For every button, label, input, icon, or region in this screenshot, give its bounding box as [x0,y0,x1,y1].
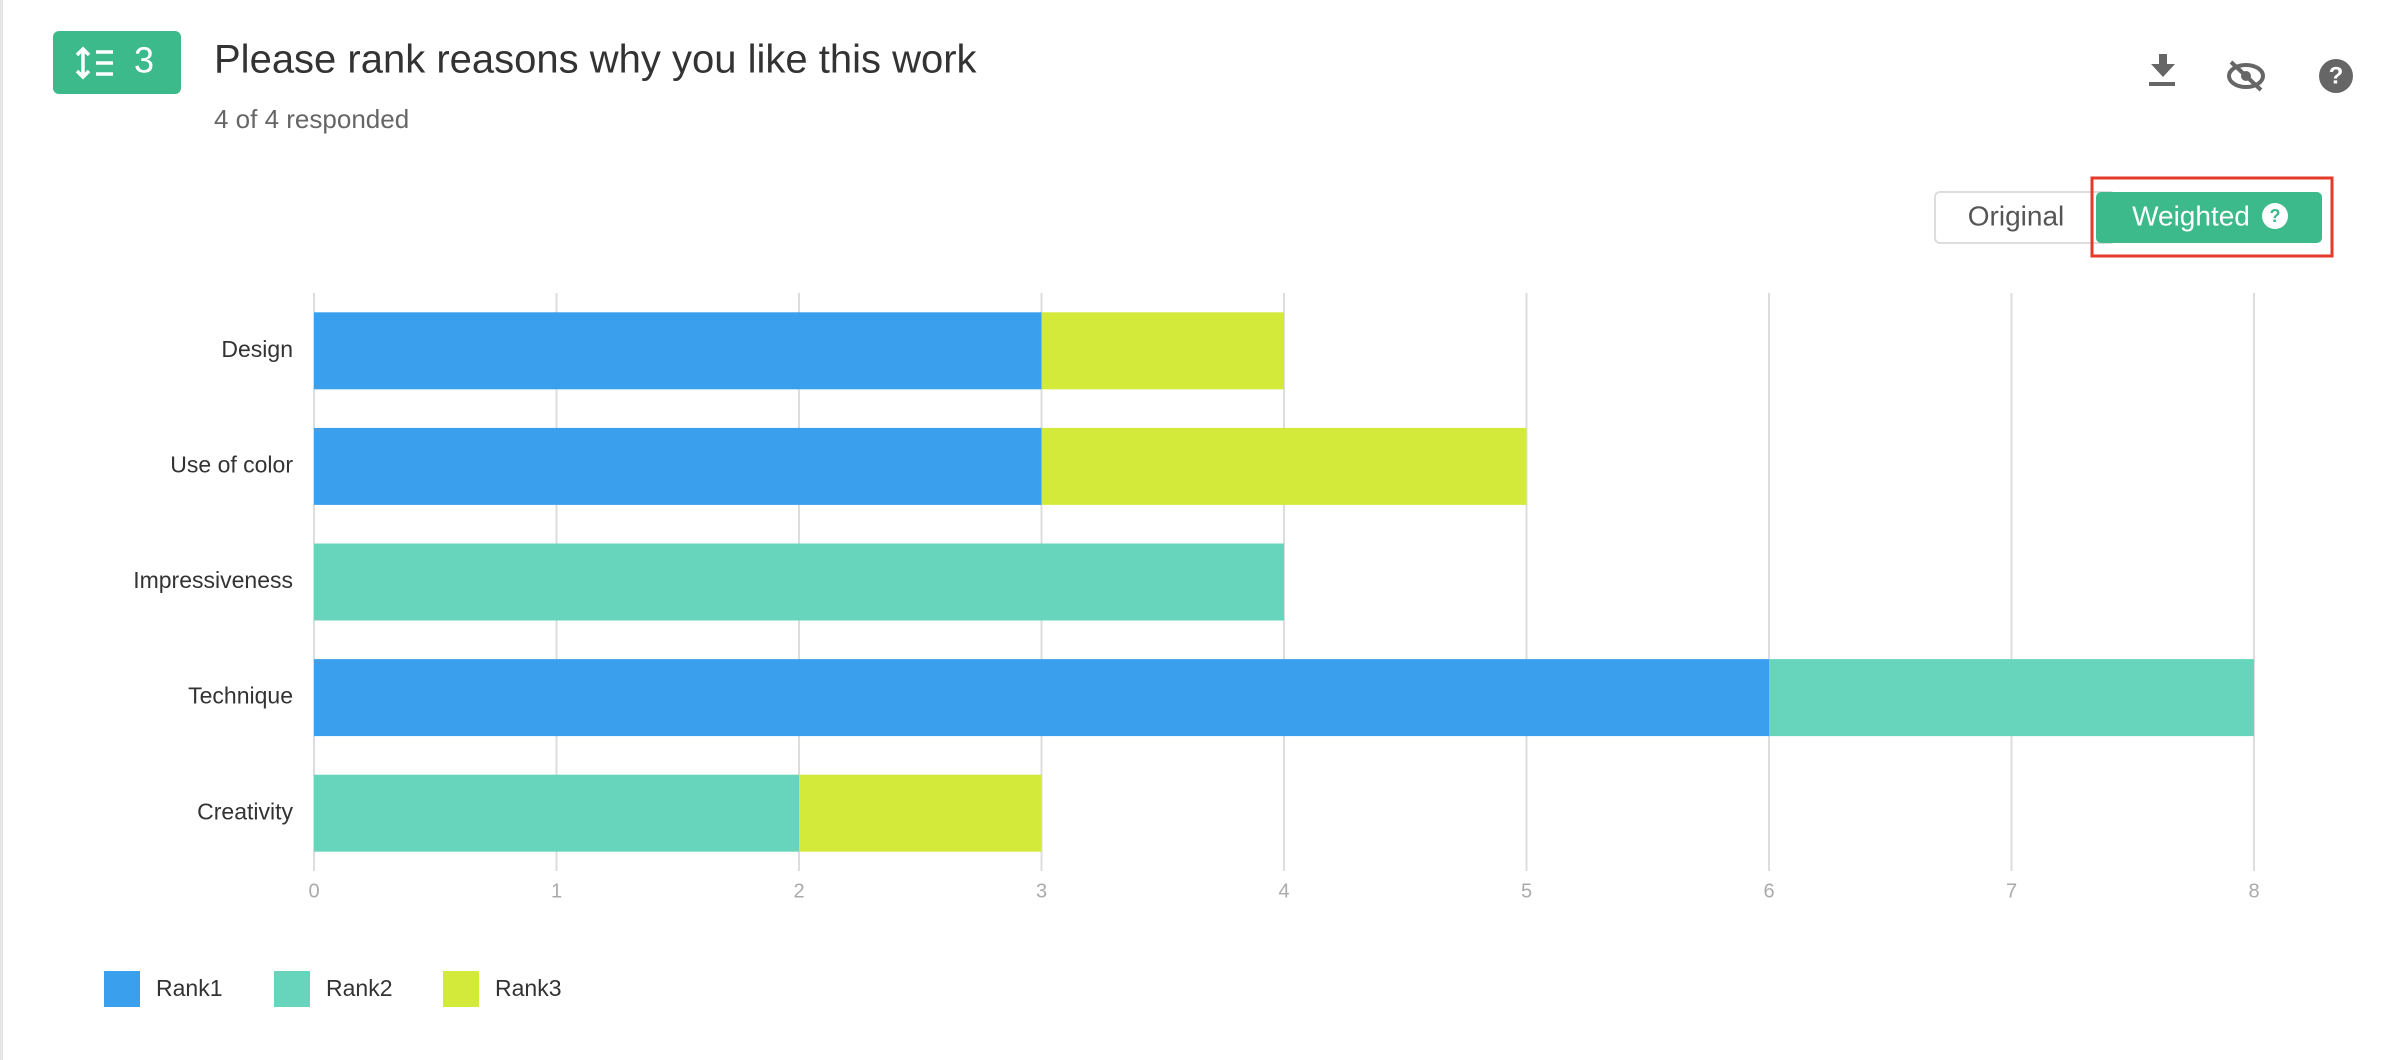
bar-segment [314,659,1769,737]
svg-text:?: ? [2329,62,2344,89]
highlight-box [2090,176,2334,258]
y-tick-label: Impressiveness [133,567,293,593]
legend-swatch [443,971,479,1007]
x-tick-label: 2 [793,880,804,902]
bar-segment [1041,427,1527,505]
x-tick-label: 0 [308,880,319,902]
rank-icon [75,46,113,80]
download-icon[interactable] [2149,54,2175,86]
legend-label: Rank1 [156,975,222,1001]
legend-swatch [104,971,140,1007]
bar-segment [314,427,1042,505]
info-icon[interactable] [2262,203,2288,229]
question-title: Please rank reasons why you like this wo… [214,38,978,82]
x-tick-label: 7 [2006,880,2017,902]
legend-swatch [274,971,310,1007]
bar-segment [314,774,799,852]
toggle-label: Original [1968,200,2064,231]
question-badge [53,31,181,94]
toggle-option-active[interactable] [2096,192,2322,243]
legend-label: Rank3 [495,975,561,1001]
y-tick-label: Creativity [197,798,293,824]
x-tick-label: 6 [1763,880,1774,902]
x-tick-label: 3 [1036,880,1047,902]
bar-segment [799,774,1042,852]
x-tick-label: 5 [1521,880,1532,902]
bar-segment [314,312,1042,390]
x-tick-label: 8 [2248,880,2259,902]
responded-count: 4 of 4 responded [214,104,409,134]
y-tick-label: Use of color [170,451,293,477]
bar-segment [314,543,1284,621]
legend-label: Rank2 [326,975,392,1001]
chart: 3 Please rank reasons why you like this … [53,31,2353,1007]
bar-segment [1041,312,1284,390]
x-tick-label: 4 [1278,880,1289,902]
help-icon[interactable]: ? [2319,59,2353,93]
x-tick-label: 1 [551,880,562,902]
toggle-label: Weighted [2132,200,2250,231]
hide-icon[interactable] [2227,60,2265,92]
y-tick-label: Technique [188,683,293,709]
y-tick-label: Design [221,336,293,362]
bar-segment [1769,659,2254,737]
info-icon-mark: ? [2270,206,2281,226]
badge-number: 3 [134,40,154,81]
